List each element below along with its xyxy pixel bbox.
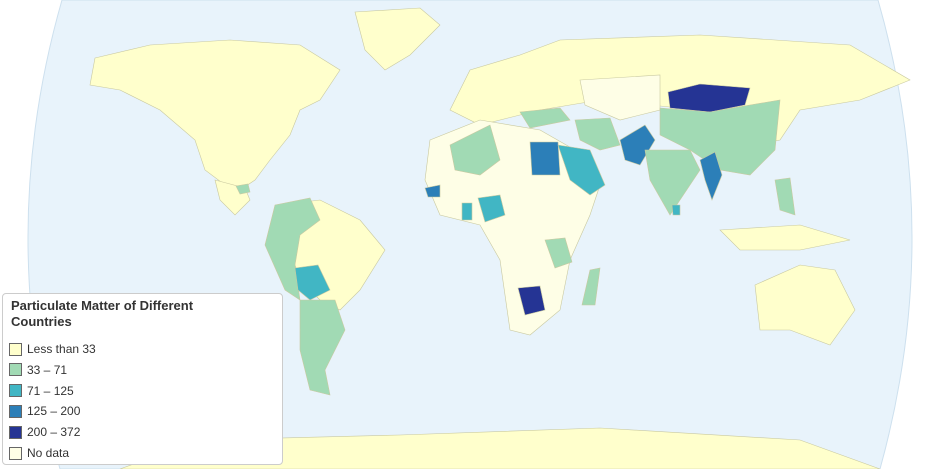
greenland <box>354 7 441 71</box>
central-asia <box>579 74 661 121</box>
iran <box>574 117 621 151</box>
legend-swatch <box>9 363 22 377</box>
legend-label: 71 – 125 <box>27 383 74 398</box>
botswana <box>517 285 546 316</box>
egypt <box>529 141 561 176</box>
mongolia <box>667 83 751 113</box>
andes-north <box>264 197 321 301</box>
nigeria <box>477 194 506 223</box>
legend-item[interactable]: 200 – 372 <box>9 424 80 440</box>
sri-lanka <box>671 204 681 216</box>
bolivia <box>294 264 331 301</box>
indonesia <box>719 224 851 251</box>
saudi-arabia <box>557 144 606 196</box>
philippines <box>774 177 796 216</box>
legend-swatch <box>9 404 22 418</box>
legend-swatch <box>9 446 22 460</box>
legend-label: 33 – 71 <box>27 362 68 377</box>
countries <box>89 7 911 469</box>
legend-label: No data <box>27 446 70 460</box>
madagascar <box>581 267 601 306</box>
legend-label: 200 – 372 <box>27 425 81 440</box>
legend-item[interactable]: 33 – 71 <box>9 362 67 378</box>
argentina <box>299 299 346 396</box>
guatemala <box>235 183 251 195</box>
legend-label: 125 – 200 <box>27 404 81 419</box>
legend-swatch <box>9 342 22 356</box>
senegal <box>424 184 441 198</box>
china <box>659 99 781 176</box>
australia <box>754 264 856 346</box>
tanzania <box>544 237 573 269</box>
india <box>644 149 701 216</box>
legend-title: Particulate Matter of Different Countrie… <box>11 298 194 329</box>
myanmar <box>699 151 723 201</box>
turkey <box>519 107 571 129</box>
legend-label: Less than 33 <box>27 342 96 356</box>
legend-swatch <box>9 384 22 398</box>
legend: Particulate Matter of Different Countrie… <box>2 293 283 465</box>
legend-swatch <box>9 425 22 439</box>
algeria <box>449 124 501 176</box>
legend-item[interactable]: Less than 33 <box>9 341 96 357</box>
legend-item[interactable]: No data <box>9 445 69 461</box>
ghana <box>461 202 473 221</box>
north-america <box>89 39 341 191</box>
legend-item[interactable]: 125 – 200 <box>9 403 80 419</box>
legend-item[interactable]: 71 – 125 <box>9 383 74 399</box>
